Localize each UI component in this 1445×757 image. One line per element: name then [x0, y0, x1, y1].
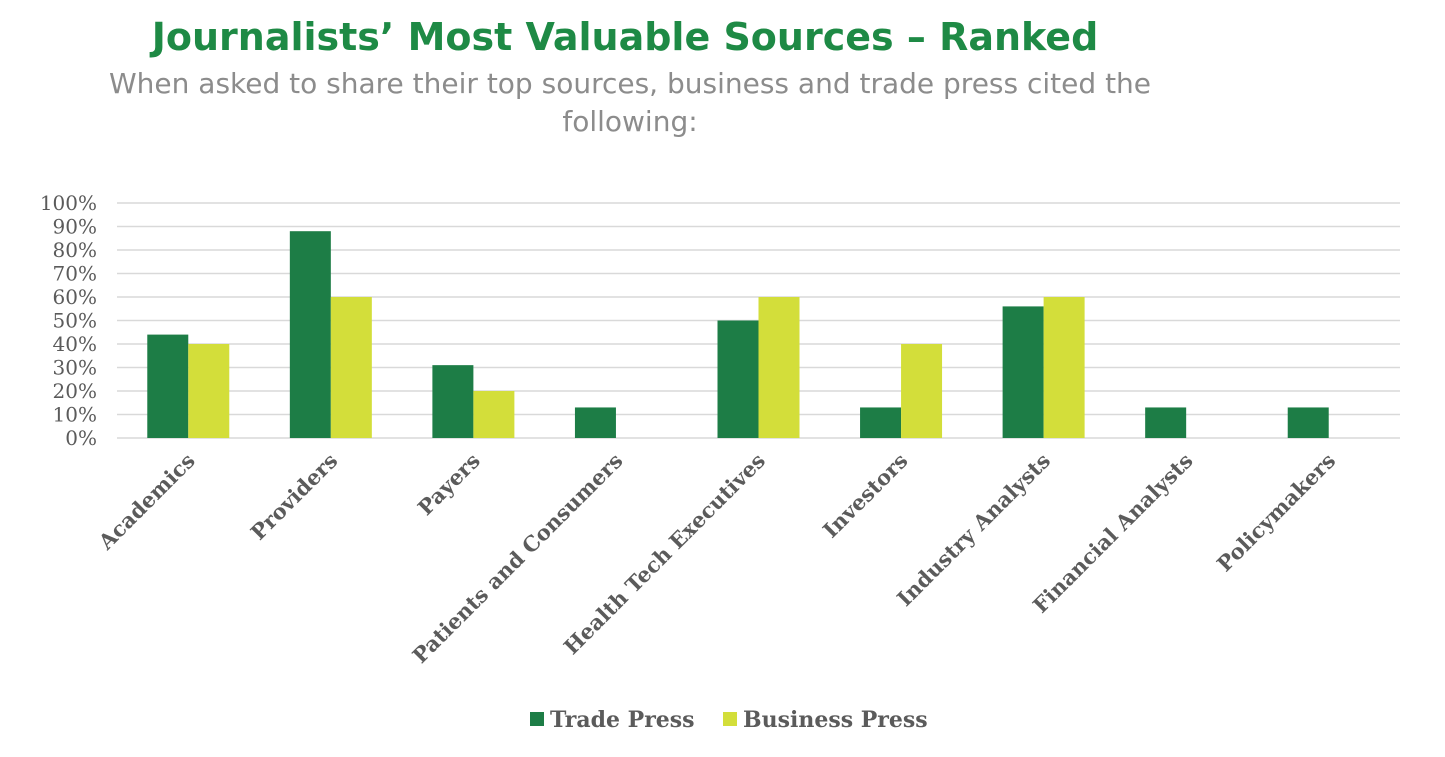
legend: Trade Press Business Press — [530, 707, 928, 733]
y-tick-label: 30% — [53, 356, 97, 380]
y-tick-label: 10% — [53, 403, 97, 427]
bar-trade-press — [1002, 306, 1044, 438]
bar-business-press — [188, 344, 230, 438]
y-tick-label: 20% — [53, 379, 97, 403]
bar-trade-press — [147, 334, 189, 438]
bar-business-press — [758, 297, 800, 438]
bar-business-press — [1043, 297, 1085, 438]
x-category-label: Academics — [93, 448, 200, 555]
x-category-label: Providers — [246, 448, 343, 545]
y-tick-label: 60% — [53, 285, 97, 309]
legend-swatch — [723, 712, 737, 726]
y-tick-label: 90% — [53, 215, 97, 239]
y-tick-label: 50% — [53, 309, 97, 333]
bar-business-press — [330, 297, 372, 438]
x-category-label: Payers — [413, 448, 485, 520]
y-tick-label: 0% — [65, 426, 97, 450]
y-tick-label: 70% — [53, 262, 97, 286]
bar-trade-press — [1145, 407, 1187, 438]
bar-business-press — [473, 391, 515, 438]
y-tick-label: 80% — [53, 238, 97, 262]
chart-title: Journalists’ Most Valuable Sources – Ran… — [149, 15, 1099, 59]
y-axis-ticks: 0%10%20%30%40%50%60%70%80%90%100% — [40, 191, 97, 450]
bar-trade-press — [1287, 407, 1329, 438]
bar-business-press — [901, 344, 943, 438]
legend-label: Trade Press — [550, 707, 695, 733]
legend-label: Business Press — [743, 707, 928, 733]
bar-trade-press — [432, 365, 474, 438]
y-tick-label: 40% — [53, 332, 97, 356]
x-category-label: Investors — [818, 448, 913, 543]
x-category-label: Policymakers — [1212, 448, 1341, 577]
bars — [147, 231, 1329, 438]
x-category-label: Financial Analysts — [1028, 448, 1198, 618]
bar-trade-press — [860, 407, 902, 438]
y-tick-label: 100% — [40, 191, 97, 215]
bar-trade-press — [289, 231, 331, 438]
bar-trade-press — [717, 320, 759, 438]
x-category-label: Industry Analysts — [892, 448, 1055, 611]
chart-subtitle-line-1: When asked to share their top sources, b… — [109, 67, 1151, 100]
legend-swatch — [530, 712, 544, 726]
bar-trade-press — [574, 407, 616, 438]
chart-subtitle-line-2: following: — [562, 105, 697, 138]
